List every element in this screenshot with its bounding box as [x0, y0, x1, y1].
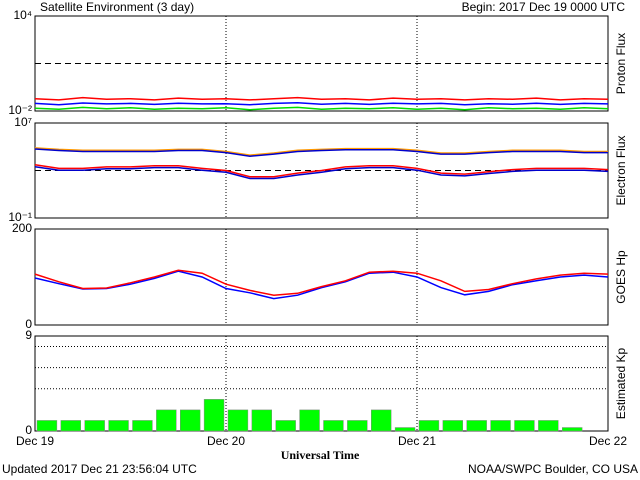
- kp-bar: [251, 409, 272, 432]
- x-tick-label: Dec 22: [589, 434, 627, 448]
- series-line: [34, 165, 609, 180]
- panel-frame: [34, 228, 609, 326]
- updated-time: Updated 2017 Dec 21 23:56:04 UTC: [2, 462, 197, 476]
- kp-bar: [442, 420, 463, 432]
- series-line: [34, 147, 608, 156]
- credit: NOAA/SWPC Boulder, CO USA: [468, 462, 638, 476]
- kp-bar: [156, 409, 177, 432]
- y-tick-label: 200: [12, 221, 32, 235]
- y-axis-label: GOES Hp: [614, 250, 628, 304]
- series-line: [34, 102, 609, 106]
- series-line: [34, 269, 609, 296]
- kp-bar: [180, 409, 201, 432]
- title: Satellite Environment (3 day): [40, 0, 194, 14]
- series-line: [34, 148, 608, 157]
- kp-bar: [108, 420, 129, 432]
- y-tick-label: 10⁻¹: [8, 210, 32, 224]
- kp-bar: [36, 420, 58, 432]
- kp-bar: [299, 409, 320, 432]
- kp-bar: [490, 420, 511, 432]
- kp-bar: [562, 427, 583, 432]
- y-tick-label: 10⁻²: [8, 103, 32, 117]
- panel-frame: [34, 335, 609, 432]
- y-tick-label: 10⁷: [14, 115, 32, 129]
- kp-bar: [538, 420, 559, 432]
- series-line: [34, 106, 609, 111]
- x-tick-label: Dec 20: [207, 434, 245, 448]
- series-line: [34, 164, 609, 178]
- kp-bar: [203, 399, 225, 432]
- series-line: [34, 270, 609, 300]
- kp-bar: [466, 420, 487, 432]
- x-tick-label: Dec 21: [398, 434, 436, 448]
- kp-bar: [394, 427, 416, 432]
- y-tick-label: 0: [25, 423, 32, 437]
- y-axis-label: Proton Flux: [614, 33, 628, 94]
- kp-bar: [514, 420, 535, 432]
- series-line: [34, 96, 609, 101]
- y-axis-label: Electron Flux: [614, 135, 628, 205]
- x-axis-label: Universal Time: [281, 448, 360, 462]
- kp-bar: [84, 420, 105, 432]
- y-tick-label: 0: [25, 317, 32, 331]
- kp-bar: [275, 420, 296, 432]
- kp-bar: [60, 420, 81, 432]
- begin-time: Begin: 2017 Dec 19 0000 UTC: [462, 0, 626, 14]
- kp-bar: [132, 420, 153, 432]
- kp-bar: [323, 420, 344, 432]
- x-tick-label: Dec 19: [16, 434, 54, 448]
- kp-bar: [418, 420, 440, 432]
- kp-bar: [371, 409, 392, 432]
- kp-bar: [347, 420, 368, 432]
- kp-bar: [227, 409, 249, 432]
- y-tick-label: 9: [25, 328, 32, 342]
- y-tick-label: 10⁴: [13, 8, 32, 22]
- y-axis-label: Estimated Kp: [614, 347, 628, 419]
